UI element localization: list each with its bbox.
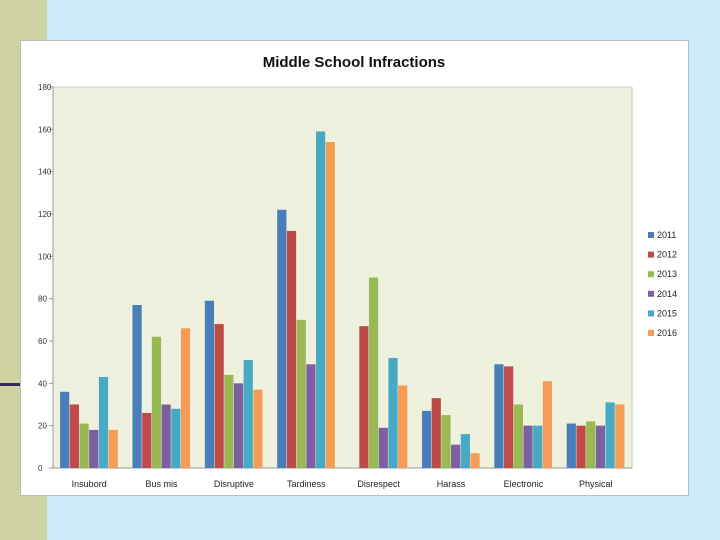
bar bbox=[316, 131, 326, 468]
bar bbox=[378, 427, 388, 468]
x-tick-label: Electronic bbox=[504, 479, 544, 489]
x-tick-label: Physical bbox=[579, 479, 613, 489]
legend-swatch bbox=[648, 330, 654, 336]
x-tick-label: Tardiness bbox=[287, 479, 326, 489]
x-tick-label: Insubord bbox=[72, 479, 107, 489]
bar bbox=[253, 389, 263, 468]
bar bbox=[89, 429, 99, 468]
bar bbox=[132, 305, 142, 468]
bar bbox=[286, 230, 297, 468]
bar bbox=[470, 453, 480, 468]
legend-label: 2014 bbox=[657, 289, 677, 299]
legend-label: 2015 bbox=[657, 308, 677, 318]
bar bbox=[277, 209, 287, 468]
y-tick-label: 80 bbox=[38, 295, 47, 304]
bar bbox=[79, 423, 89, 468]
bar bbox=[325, 142, 335, 469]
bar bbox=[296, 319, 306, 468]
legend-swatch bbox=[648, 271, 654, 278]
bar bbox=[359, 326, 369, 468]
bar bbox=[605, 402, 615, 468]
bar bbox=[615, 404, 625, 468]
y-tick-label: 40 bbox=[38, 379, 47, 388]
bar bbox=[441, 415, 451, 468]
y-tick-label: 160 bbox=[38, 125, 52, 134]
slide-accent-line bbox=[0, 383, 22, 386]
bar bbox=[306, 364, 316, 468]
bar bbox=[576, 425, 586, 468]
chart-title: Middle School Infractions bbox=[263, 54, 446, 71]
bar bbox=[504, 366, 514, 468]
bar bbox=[451, 444, 461, 468]
x-tick-label: Disruptive bbox=[214, 479, 254, 489]
legend-label: 2011 bbox=[657, 230, 676, 240]
y-tick-label: 20 bbox=[38, 422, 47, 431]
bar bbox=[243, 360, 253, 468]
bar bbox=[431, 398, 441, 468]
bar bbox=[566, 423, 576, 468]
bar bbox=[214, 324, 224, 468]
x-tick-label: Bus mis bbox=[146, 479, 179, 489]
legend-swatch bbox=[648, 290, 654, 297]
bar bbox=[523, 425, 533, 468]
legend-label: 2013 bbox=[657, 269, 677, 279]
legend-swatch bbox=[648, 310, 654, 317]
bar bbox=[513, 404, 523, 468]
plot-area bbox=[52, 86, 633, 469]
y-tick-label: 100 bbox=[38, 252, 52, 261]
bar bbox=[171, 408, 181, 468]
bar bbox=[151, 336, 162, 468]
bar bbox=[533, 425, 543, 468]
bar bbox=[233, 383, 244, 468]
y-tick-label: 140 bbox=[38, 168, 52, 177]
y-tick-label: 0 bbox=[38, 464, 43, 473]
legend-swatch bbox=[648, 232, 654, 238]
bar bbox=[388, 357, 398, 468]
bar bbox=[368, 277, 379, 468]
bar bbox=[98, 376, 109, 468]
legend-swatch bbox=[648, 251, 654, 258]
bar bbox=[460, 434, 470, 468]
bar bbox=[224, 374, 234, 468]
bar bbox=[108, 429, 118, 468]
bar bbox=[69, 404, 79, 468]
y-tick-label: 180 bbox=[38, 83, 52, 92]
bar bbox=[542, 381, 553, 468]
bar bbox=[494, 364, 504, 468]
bar bbox=[204, 300, 215, 468]
bar bbox=[398, 385, 408, 468]
y-tick-label: 120 bbox=[38, 210, 52, 219]
bar bbox=[421, 410, 432, 468]
legend-label: 2016 bbox=[657, 328, 677, 338]
bar bbox=[60, 391, 70, 468]
bar bbox=[586, 421, 596, 468]
x-tick-label: Harass bbox=[437, 479, 466, 489]
legend-label: 2012 bbox=[657, 250, 677, 260]
bar bbox=[142, 412, 152, 468]
bar bbox=[180, 328, 191, 468]
bar bbox=[161, 404, 171, 468]
y-tick-label: 60 bbox=[38, 337, 47, 346]
bar bbox=[595, 425, 606, 468]
x-tick-label: Disrespect bbox=[357, 479, 400, 489]
